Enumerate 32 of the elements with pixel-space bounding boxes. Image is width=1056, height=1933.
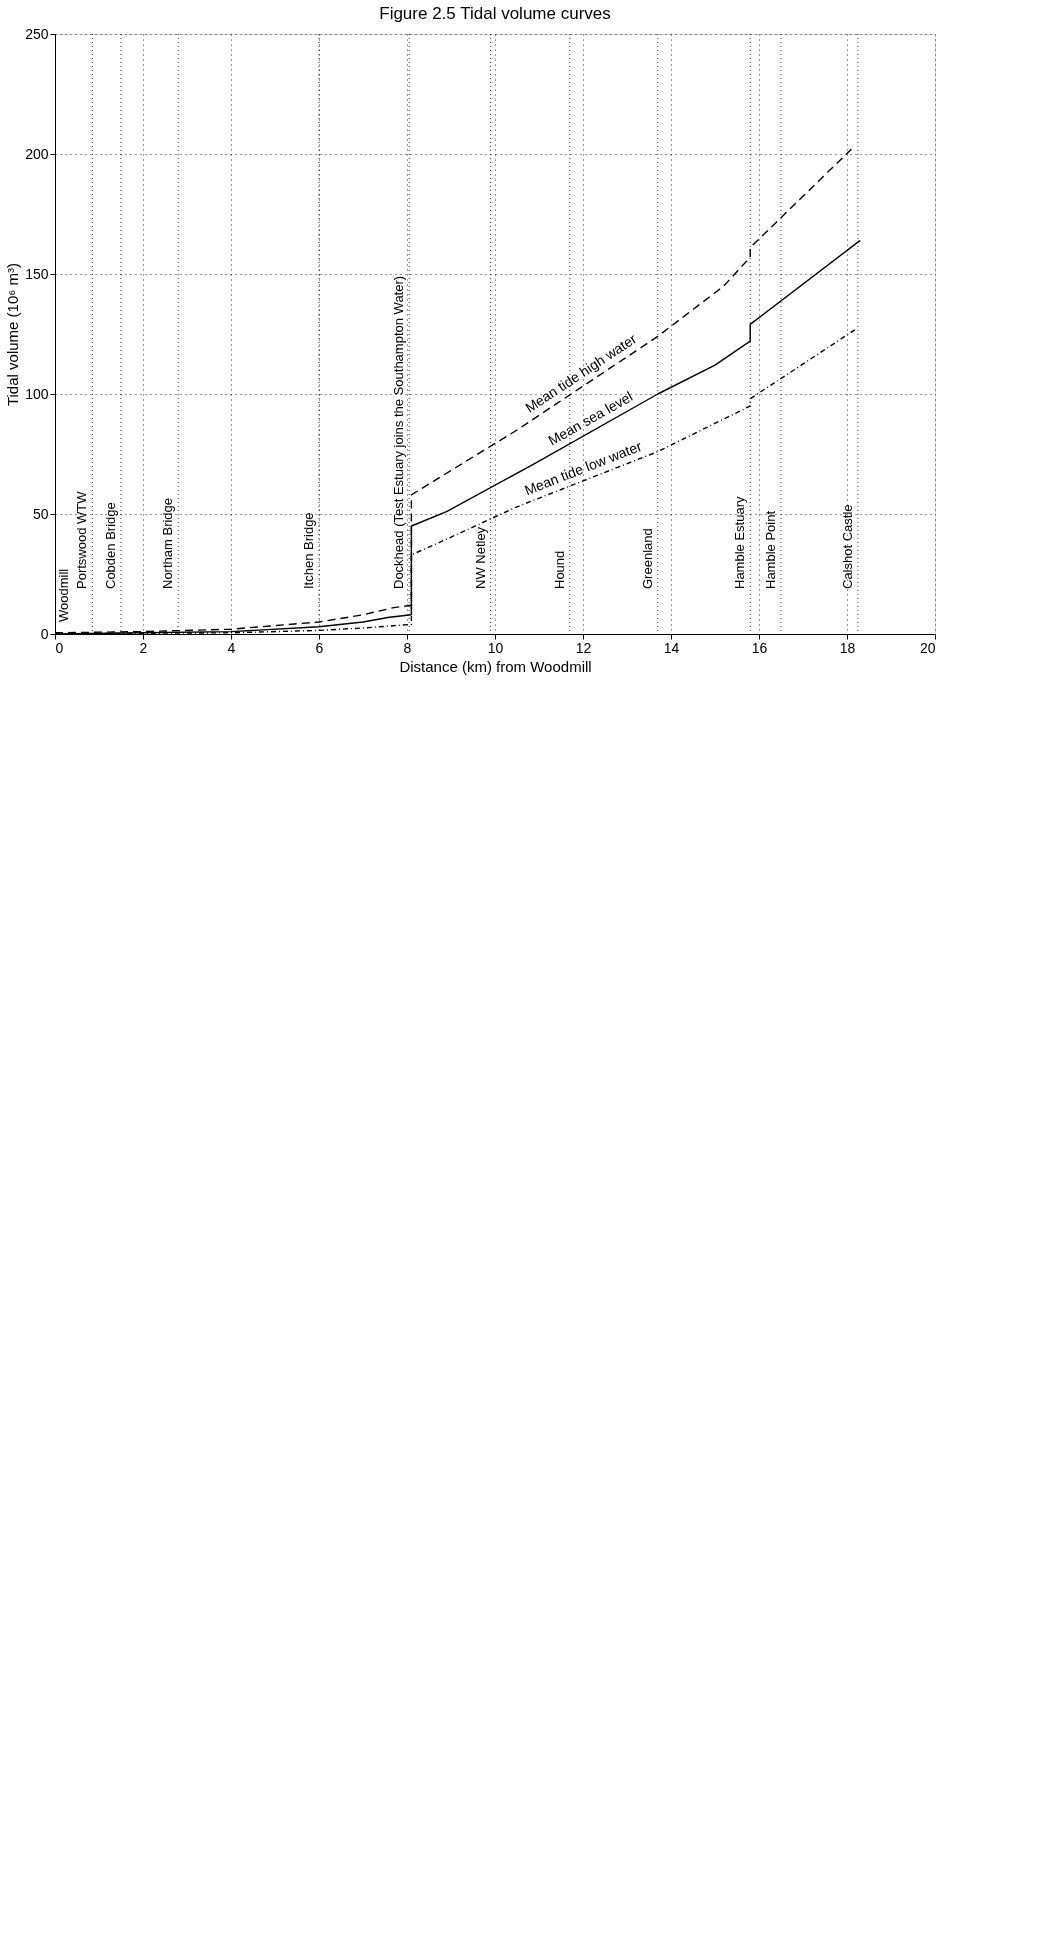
x-tick-label: 10 — [487, 639, 504, 656]
x-tick-label: 0 — [55, 639, 64, 656]
y-tick-label: 200 — [25, 145, 49, 162]
x-tick-label: 14 — [663, 639, 680, 656]
ref-line-label: Hound — [551, 550, 567, 589]
x-tick-label: 18 — [839, 639, 856, 656]
ref-line-label: Portswood WTW — [74, 490, 90, 589]
x-tick-label: 2 — [139, 639, 148, 656]
ref-line-label: Calshot Castle — [840, 504, 855, 589]
ref-line-label: NW Netley — [472, 526, 488, 589]
y-tick-label: 0 — [40, 625, 49, 642]
y-tick-label: 50 — [32, 505, 49, 522]
ref-line-label: Greenland — [639, 528, 655, 589]
x-tick-label: 8 — [403, 639, 412, 656]
x-tick-label: 20 — [919, 639, 936, 656]
x-axis-title: Distance (km) from Woodmill — [399, 657, 592, 675]
x-tick-label: 6 — [315, 639, 324, 656]
ref-line-label: Hamble Point — [763, 510, 778, 589]
annotation: Woodmill — [56, 568, 71, 622]
ref-line-label: Hamble Estuary — [732, 496, 748, 589]
ref-line-label: Dockhead (Test Estuary joins the Southampton Water) — [391, 275, 407, 589]
x-tick-label: 16 — [751, 639, 768, 656]
y-tick-label: 150 — [25, 265, 49, 282]
y-tick-label: 250 — [25, 25, 49, 42]
x-tick-label: 4 — [227, 639, 236, 656]
ref-line-label: Cobden Bridge — [103, 502, 118, 589]
y-tick-label: 100 — [25, 385, 49, 402]
ref-line-label: Itchen Bridge — [301, 512, 316, 589]
x-tick-label: 12 — [575, 639, 592, 656]
ref-line-label: Northam Bridge — [160, 497, 176, 589]
chart-title: Figure 2.5 Tidal volume curves — [379, 4, 611, 23]
y-axis-title: Tidal volume (10⁶ m³) — [4, 262, 22, 407]
